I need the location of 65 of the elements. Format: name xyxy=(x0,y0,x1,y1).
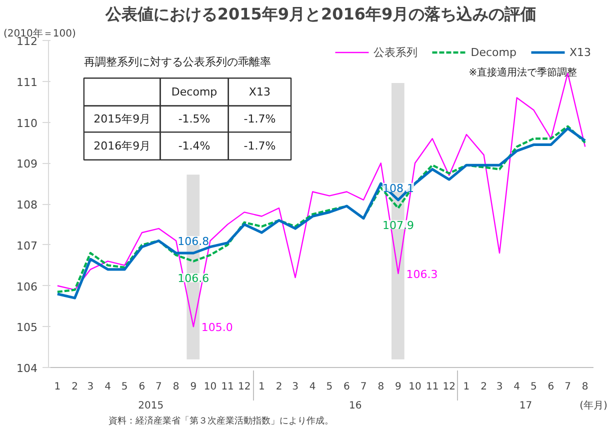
x-tick-label: 4 xyxy=(514,382,520,392)
x-tick-label: 8 xyxy=(378,382,384,392)
text: 17 xyxy=(519,400,532,412)
x-tick-label: 12 xyxy=(442,382,456,392)
x-tick-label: 11 xyxy=(221,382,234,392)
data-label: 106.6 xyxy=(178,272,210,286)
x-tick-label: 3 xyxy=(87,382,94,392)
annotation: X13 xyxy=(248,86,270,99)
annotation: 再調整系列に対する公表系列の乖離率 xyxy=(84,55,271,68)
x-tick-label: 3 xyxy=(292,382,298,392)
x-tick-label: 3 xyxy=(496,382,503,392)
x-axis-title: (年月) xyxy=(580,400,608,412)
y-tick-label: 109 xyxy=(16,158,38,171)
x-tick-label: 6 xyxy=(344,382,350,392)
x-tick-label: 1 xyxy=(258,382,265,392)
x-tick-label: 2 xyxy=(72,382,78,392)
x-tick-label: 11 xyxy=(426,382,439,392)
y-tick-label: 108 xyxy=(16,198,38,212)
x-tick-label: 7 xyxy=(360,382,367,392)
y-tick-label: 106 xyxy=(16,280,38,294)
legend-label: X13 xyxy=(569,46,591,58)
annotation: -1.7% xyxy=(244,139,276,152)
annotation: 2015年9月 xyxy=(94,112,151,126)
x-tick-label: 7 xyxy=(564,382,571,392)
x-tick-label: 4 xyxy=(309,382,316,392)
x-tick-label: 1 xyxy=(463,382,470,392)
annotation: 2016年9月 xyxy=(94,139,151,152)
x-tick-label: 2 xyxy=(480,382,488,392)
x-tick-label: 1 xyxy=(54,382,61,392)
x-tick-label: 7 xyxy=(156,382,162,392)
annotation: ※直接適用法で季節調整 xyxy=(468,66,578,79)
text: 資料：経済産業省「第３次産業活動指数」により作成。 xyxy=(108,416,334,426)
x-tick-label: 2 xyxy=(276,382,282,392)
y-tick-label: 104 xyxy=(16,362,38,375)
data-label: 106.8 xyxy=(178,235,210,248)
legend-label: Decomp xyxy=(470,46,516,58)
annotation: -1.7% xyxy=(244,112,276,126)
text: 2015 xyxy=(138,400,164,412)
x-tick-label: 5 xyxy=(326,382,333,392)
y-tick-label: 111 xyxy=(16,76,38,89)
x-tick-label: 4 xyxy=(104,382,112,392)
annotation: Decomp xyxy=(171,86,218,99)
data-label: 107.9 xyxy=(382,219,414,232)
x-tick-label: 5 xyxy=(121,382,128,392)
annotation: -1.5% xyxy=(178,112,210,126)
x-tick-label: 6 xyxy=(548,382,554,392)
x-tick-label: 8 xyxy=(172,382,180,392)
legend-label: 公表系列 xyxy=(374,44,418,60)
x-tick-label: 12 xyxy=(238,382,251,392)
data-label: 108.1 xyxy=(382,182,414,195)
data-label: 106.3 xyxy=(406,268,438,281)
x-tick-label: 10 xyxy=(408,382,422,392)
y-tick-label: 110 xyxy=(16,116,38,130)
x-tick-label: 10 xyxy=(204,382,217,392)
x-tick-label: 5 xyxy=(530,382,537,392)
annotation: -1.4% xyxy=(178,139,210,152)
text: 16 xyxy=(349,400,362,412)
data-label: 105.0 xyxy=(201,321,233,334)
x-tick-label: 6 xyxy=(138,382,146,392)
x-tick-label: 8 xyxy=(582,382,588,392)
y-tick-label: 105 xyxy=(16,321,38,334)
chart-title: 公表値における2015年9月と2016年9月の落ち込みの評価 xyxy=(104,4,537,24)
y-tick-label: 107 xyxy=(16,239,38,252)
x-tick-label: 9 xyxy=(190,382,197,392)
x-tick-label: 9 xyxy=(395,382,402,392)
